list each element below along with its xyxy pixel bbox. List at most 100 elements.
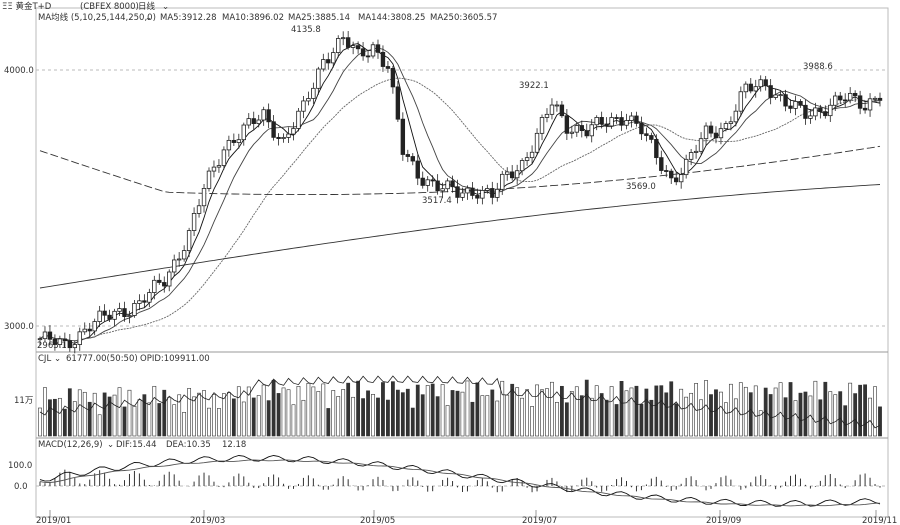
- volume-bar: [848, 382, 853, 437]
- candle-body: [669, 170, 674, 179]
- candle-body: [211, 166, 217, 172]
- volume-bar: [326, 408, 331, 437]
- candle-body: [758, 79, 763, 88]
- candle-body: [37, 338, 43, 341]
- candle-body: [569, 131, 575, 134]
- volume-bar: [604, 399, 609, 437]
- volume-bar: [167, 396, 172, 437]
- x-tick-label: 2019/11: [862, 516, 897, 525]
- volume-bar: [445, 405, 450, 437]
- volume-bar: [117, 387, 122, 437]
- ma5-line: [39, 43, 881, 344]
- volume-bar: [778, 382, 783, 437]
- volume-bar: [589, 397, 594, 437]
- x-tick-label: 2019/09: [706, 516, 741, 525]
- volume-bar: [579, 395, 584, 437]
- candle-body: [768, 85, 773, 98]
- candle-body: [465, 187, 470, 194]
- volume-bar: [753, 385, 758, 437]
- volume-dropdown-icon[interactable]: ⌄: [54, 354, 61, 364]
- candle-body: [186, 230, 192, 252]
- candle-body: [574, 125, 580, 133]
- candle-body: [375, 44, 381, 53]
- volume-bar: [53, 398, 57, 437]
- volume-bar: [82, 391, 87, 437]
- volume-bar: [465, 380, 470, 437]
- candle-body: [579, 125, 584, 132]
- candle-body: [773, 94, 778, 98]
- candle-body: [251, 118, 256, 124]
- macd-label[interactable]: MACD(12,26,9): [38, 440, 103, 450]
- candle-body: [57, 338, 63, 345]
- candle-body: [231, 139, 237, 143]
- candle-body: [857, 95, 863, 109]
- candle-body: [266, 109, 271, 123]
- volume-bar: [222, 393, 226, 437]
- ma-label[interactable]: MA均线 (5,10,25,144,250,0): [38, 12, 156, 23]
- volume-bar: [515, 387, 520, 437]
- candle-body: [311, 87, 316, 99]
- ytick-3000: 3000.0: [4, 322, 34, 332]
- volume-bar: [77, 389, 82, 437]
- candle-body: [132, 303, 137, 316]
- volume-bar: [510, 383, 515, 437]
- dea-line: [39, 459, 881, 507]
- candle-body: [793, 101, 798, 109]
- volume-bar: [346, 382, 351, 437]
- volume-bar: [644, 388, 649, 437]
- macd-dea: DEA:10.35: [166, 440, 211, 450]
- ma-dropdown-icon[interactable]: ⌄: [145, 13, 152, 23]
- volume-bar: [863, 384, 867, 437]
- volume-bar: [520, 397, 525, 437]
- candle-body: [654, 139, 659, 159]
- candle-body: [201, 187, 207, 207]
- candle-body: [738, 91, 744, 112]
- volume-bar: [425, 385, 430, 437]
- macd-dropdown-icon[interactable]: ⌄: [107, 440, 114, 450]
- candle-body: [713, 132, 719, 139]
- period-chevron-icon[interactable]: ⌄: [162, 2, 169, 12]
- volume-bar: [619, 381, 624, 437]
- candle-body: [514, 170, 520, 179]
- volume-bar: [788, 382, 793, 437]
- volume-bar: [366, 390, 370, 437]
- volume-label[interactable]: CJL: [38, 354, 51, 364]
- annotation-3517: 3517.4: [422, 196, 452, 206]
- candle-body: [564, 115, 570, 134]
- candle-body: [77, 331, 82, 345]
- volume-bar: [559, 385, 564, 437]
- volume-bar: [341, 389, 346, 437]
- volume-bar: [818, 399, 823, 437]
- symbol-code: (CBFEX 8000): [80, 2, 139, 12]
- candle-body: [683, 158, 689, 176]
- volume-bar: [793, 400, 798, 437]
- candle-body: [355, 45, 361, 50]
- candle-body: [877, 97, 883, 101]
- ma-value-1: MA10:3896.02: [222, 13, 284, 23]
- volume-bar: [798, 392, 803, 437]
- candle-body: [306, 98, 311, 102]
- candle-body: [172, 259, 177, 273]
- annotation-high-4135: 4135.8: [291, 25, 321, 35]
- volume-bar: [266, 400, 271, 437]
- period-selector[interactable]: 日线: [138, 1, 156, 12]
- candle-body: [862, 107, 868, 111]
- candle-body: [524, 157, 530, 161]
- volume-bar: [728, 383, 733, 437]
- candle-body: [733, 110, 739, 123]
- symbol-label[interactable]: ΞΞ 黄金T+D: [2, 1, 52, 12]
- candle-body: [624, 120, 629, 126]
- candle-body: [127, 315, 132, 318]
- macd-dif: DIF:15.44: [116, 440, 156, 450]
- candle-body: [529, 151, 535, 159]
- volume-bar: [420, 394, 425, 437]
- volume-bar: [187, 388, 192, 437]
- candle-body: [112, 310, 117, 320]
- candle-body: [142, 300, 147, 303]
- candle-body: [743, 83, 748, 93]
- candle-body: [450, 180, 455, 188]
- volume-bar: [609, 386, 614, 437]
- candle-body: [445, 180, 450, 190]
- candle-body: [519, 160, 525, 172]
- volume-bar: [386, 399, 390, 437]
